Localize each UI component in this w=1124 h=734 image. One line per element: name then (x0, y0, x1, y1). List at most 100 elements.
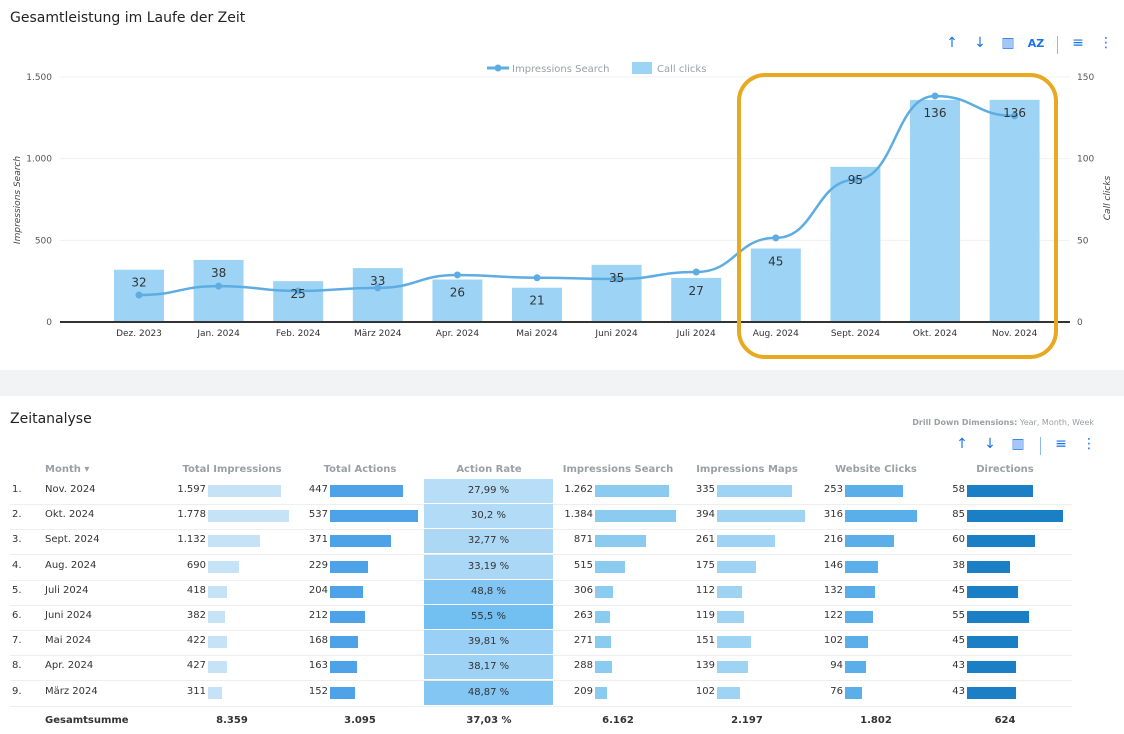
table-down-icon[interactable]: ↓ (984, 436, 996, 452)
column-header[interactable]: Website Clicks (835, 464, 917, 475)
x-tick-label: März 2024 (354, 329, 402, 339)
cell-act: 204 (308, 584, 328, 596)
bar-act (330, 510, 418, 523)
cell-imp: 1.778 (177, 509, 206, 521)
row-month[interactable]: März 2024 (45, 685, 98, 697)
row-month[interactable]: Aug. 2024 (45, 559, 97, 571)
cell-act: 152 (308, 685, 328, 697)
cell-imp: 418 (186, 584, 206, 596)
bar-data-label: 33 (370, 274, 385, 288)
column-header[interactable]: Action Rate (456, 464, 522, 475)
bar-maps (717, 636, 751, 649)
cell-maps: 151 (695, 635, 715, 647)
row-month[interactable]: Nov. 2024 (45, 484, 96, 495)
row-rank: 1. (12, 484, 22, 495)
total-imp: 8.359 (216, 715, 248, 726)
table-card: Zeitanalyse Drill Down Dimensions: Year,… (0, 396, 1124, 734)
column-header[interactable]: Impressions Maps (696, 464, 798, 475)
y-tick-right: 50 (1077, 236, 1089, 246)
x-tick-label: Apr. 2024 (436, 329, 480, 339)
cell-web: 132 (823, 584, 843, 596)
sort-az-icon[interactable]: AZ (1027, 37, 1045, 50)
bar-act (330, 535, 391, 548)
bar-dir (967, 510, 1063, 523)
cell-action-rate: 38,17 % (424, 655, 553, 680)
bar-web (845, 611, 873, 623)
bar-data-label: 25 (291, 287, 306, 301)
chart-settings-icon[interactable]: ▥ (1001, 35, 1015, 51)
table-up-icon[interactable]: ↑ (956, 436, 968, 452)
bar-maps (717, 510, 805, 523)
cell-action-rate: 30,2 % (424, 504, 553, 529)
column-header[interactable]: Directions (976, 464, 1034, 475)
cell-search: 306 (573, 584, 593, 596)
cell-maps: 394 (695, 509, 715, 521)
total-act: 3.095 (344, 715, 376, 726)
bar-act (330, 686, 355, 699)
cell-act: 229 (308, 559, 328, 571)
bar-search (595, 661, 612, 674)
bar-call-clicks (910, 99, 960, 322)
bar-imp (208, 686, 223, 699)
bar-web (845, 585, 876, 598)
row-month[interactable]: Okt. 2024 (45, 509, 95, 521)
chart-title: Gesamtleistung im Laufe der Zeit (10, 10, 246, 26)
bar-call-clicks (750, 248, 801, 322)
cell-maps: 139 (695, 660, 715, 672)
bar-maps (717, 485, 792, 497)
column-header[interactable]: Total Impressions (182, 464, 282, 475)
y-tick-right: 0 (1077, 318, 1083, 328)
y-tick-right: 100 (1077, 155, 1094, 165)
column-header[interactable]: Month ▾ (45, 464, 90, 475)
bar-imp (208, 636, 228, 649)
row-month[interactable]: Juli 2024 (45, 584, 89, 596)
bar-web (845, 510, 917, 523)
bar-data-label: 26 (450, 286, 465, 300)
point-impressions-search (772, 234, 780, 242)
cell-action-rate: 39,81 % (424, 630, 553, 655)
bar-imp (208, 485, 281, 497)
cell-action-rate: 33,19 % (424, 554, 553, 579)
bar-dir (967, 611, 1030, 623)
cell-imp: 690 (186, 559, 206, 571)
cell-maps: 335 (695, 484, 715, 495)
total-maps: 2.197 (731, 715, 763, 726)
column-header[interactable]: Total Actions (323, 464, 397, 475)
table-filter-icon[interactable]: ≡ (1055, 436, 1067, 452)
bar-call-clicks (432, 279, 483, 322)
cell-dir: 38 (952, 559, 965, 571)
bar-data-label: 38 (211, 266, 226, 280)
toolbar-divider (1057, 36, 1058, 54)
more-icon[interactable]: ⋮ (1099, 35, 1113, 51)
sort-up-icon[interactable]: ↑ (946, 35, 958, 51)
cell-maps: 261 (695, 534, 715, 546)
row-rank: 6. (12, 610, 22, 621)
row-month[interactable]: Apr. 2024 (45, 660, 94, 672)
row-month[interactable]: Mai 2024 (45, 635, 92, 647)
bar-maps (717, 585, 742, 598)
cell-action-rate: 48,8 % (424, 579, 553, 604)
row-rank: 7. (12, 635, 22, 647)
cell-action-rate: 48,87 % (424, 680, 553, 705)
row-month[interactable]: Juni 2024 (45, 610, 93, 621)
cell-action-rate: 27,99 % (424, 479, 553, 503)
sort-down-icon[interactable]: ↓ (974, 35, 986, 51)
column-header[interactable]: Impressions Search (562, 464, 674, 475)
bar-maps (717, 686, 740, 699)
bar-data-label: 95 (848, 173, 863, 187)
filter-icon[interactable]: ≡ (1072, 35, 1084, 51)
legend-label: Call clicks (657, 64, 706, 75)
bar-maps (717, 560, 757, 573)
bar-maps (717, 661, 749, 674)
y-tick-left: 1.500 (26, 73, 52, 83)
bar-data-label: 45 (768, 255, 783, 269)
table-more-icon[interactable]: ⋮ (1082, 436, 1096, 452)
row-month[interactable]: Sept. 2024 (45, 534, 100, 546)
table-title: Zeitanalyse (10, 411, 92, 427)
bar-search (595, 611, 611, 623)
cell-web: 253 (823, 484, 843, 495)
table-chart-icon[interactable]: ▥ (1011, 436, 1025, 452)
bar-web (845, 636, 869, 649)
bar-dir (967, 585, 1018, 598)
bar-data-label: 35 (609, 271, 624, 285)
